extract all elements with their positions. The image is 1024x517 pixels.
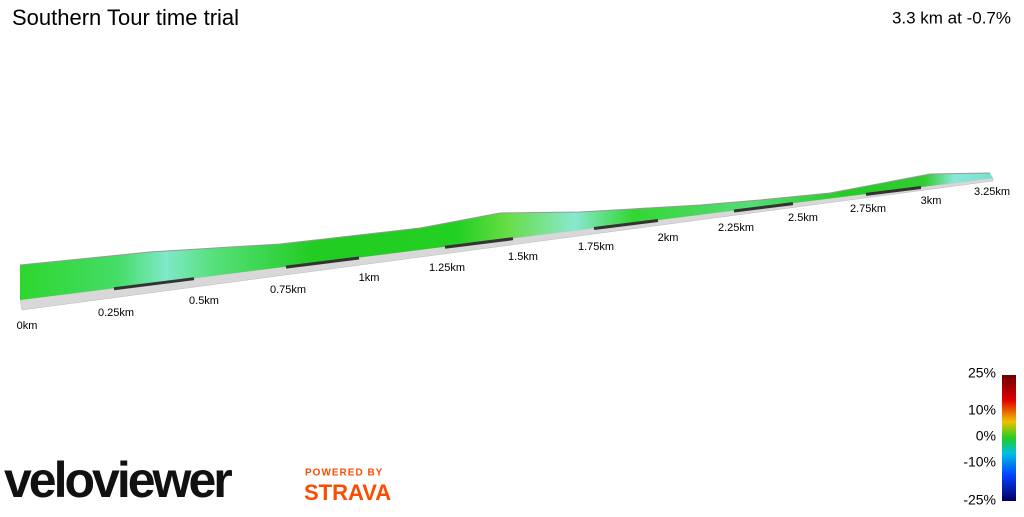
distance-label: 2.5km [788, 212, 818, 224]
distance-band [444, 237, 514, 249]
logo-text: veloviewer [4, 452, 232, 508]
distance-label: 0.25km [98, 307, 134, 319]
legend-label: 10% [968, 402, 996, 418]
distance-band [733, 202, 794, 213]
distance-label: 2km [658, 232, 679, 244]
distance-markers: 0km 0.25km 0.5km 0.75km 1km 1.25km 1.5km 1.75km… [17, 186, 1010, 332]
legend-label: -25% [963, 492, 996, 508]
ribbon-face [20, 173, 993, 300]
distance-label: 2.25km [718, 222, 754, 234]
distance-label: 1.25km [429, 262, 465, 274]
strava: STRAVA [304, 480, 391, 505]
legend-label: 0% [976, 428, 996, 444]
distance-band [285, 256, 360, 269]
gradient-scale [1002, 375, 1016, 501]
distance-band [593, 219, 659, 231]
summary: 3.3 km at -0.7% [892, 8, 1011, 27]
distance-label: 2.75km [850, 203, 886, 215]
distance-label: 0.5km [189, 295, 219, 307]
distance-label: 1.5km [508, 251, 538, 263]
distance-label: 0km [17, 320, 38, 332]
title: Southern Tour time trial [12, 5, 239, 30]
ribbon-base [19, 177, 994, 311]
distance-label: 3.25km [974, 186, 1010, 198]
powered-by: POWERED BY [305, 468, 383, 479]
legend-label: 25% [968, 365, 996, 381]
logo: veloviewer [4, 452, 232, 508]
distance-label: 3km [921, 195, 942, 207]
distance-label: 1km [359, 272, 380, 284]
gradient-labels: 25% 10% 0% -10% -25% [963, 365, 996, 508]
ribbon-top [19, 172, 991, 266]
legend-label: -10% [963, 454, 996, 470]
distance-label: 1.75km [578, 241, 614, 253]
distance-band [113, 277, 195, 291]
distance-band [865, 186, 922, 196]
distance-label: 0.75km [270, 284, 306, 296]
